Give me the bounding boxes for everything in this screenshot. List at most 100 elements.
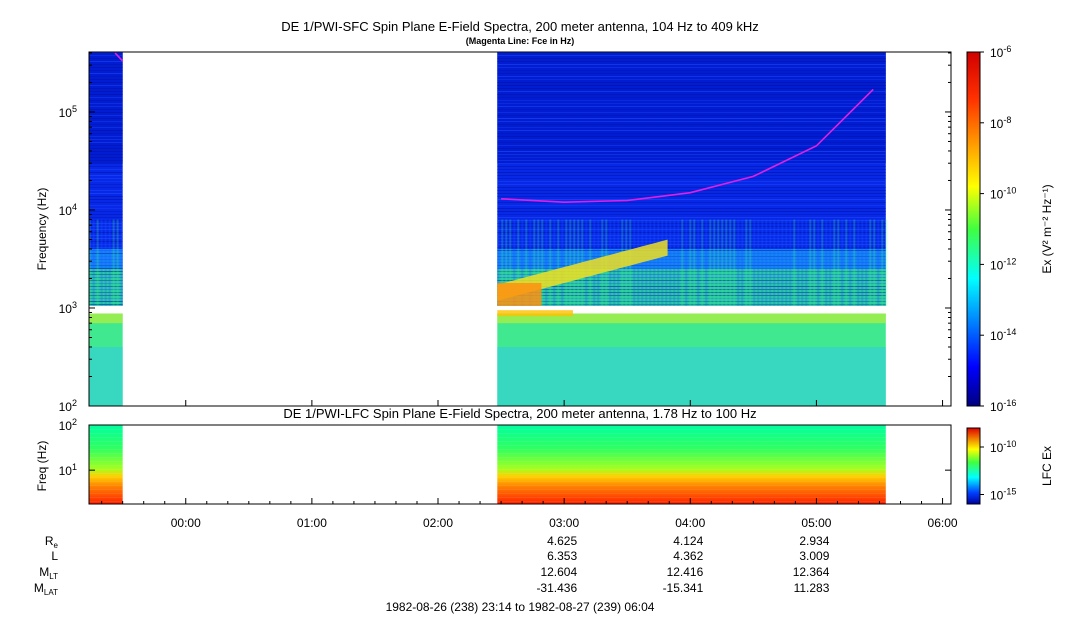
lfc-streak xyxy=(89,489,123,490)
sfc-column xyxy=(669,219,672,306)
sfc-column xyxy=(513,219,516,306)
sfc-streak xyxy=(497,106,886,107)
sfc-streak xyxy=(89,55,123,56)
lfc-colorbar-tick-label: 10-15 xyxy=(990,487,1016,503)
sfc-streak xyxy=(497,115,886,116)
sfc-streak xyxy=(89,196,123,197)
lfc-streak xyxy=(497,501,886,502)
ephemeris-value: 4.124 xyxy=(673,534,703,548)
lfc-streak xyxy=(497,481,886,482)
sfc-streak xyxy=(89,199,123,200)
sfc-column xyxy=(677,219,680,306)
lfc-streak xyxy=(89,445,123,446)
sfc-streak xyxy=(89,175,123,176)
sfc-y-tick-label: 105 xyxy=(59,104,77,120)
sfc-streak xyxy=(497,250,886,251)
sfc-streak xyxy=(89,109,123,110)
sfc-streak xyxy=(497,136,886,137)
sfc-streak xyxy=(89,154,123,155)
sfc-streak xyxy=(89,241,123,242)
lfc-streak xyxy=(497,489,886,490)
sfc-streak xyxy=(89,88,123,89)
lfc-data-block xyxy=(89,425,123,504)
lfc-streak xyxy=(89,485,123,486)
sfc-column xyxy=(553,219,556,306)
sfc-column xyxy=(673,219,676,306)
sfc-streak xyxy=(497,271,886,272)
sfc-column xyxy=(725,219,728,306)
sfc-streak xyxy=(89,130,123,131)
sfc-streak xyxy=(497,109,886,110)
sfc-streak xyxy=(497,280,886,281)
sfc-streak xyxy=(89,214,123,215)
sfc-streak xyxy=(497,289,886,290)
sfc-colorbar-label: Ex (V² m⁻² Hz⁻¹) xyxy=(1040,184,1054,273)
lfc-streak xyxy=(89,477,123,478)
sfc-column xyxy=(112,219,115,306)
sfc-streak xyxy=(497,97,886,98)
sfc-streak xyxy=(89,148,123,149)
sfc-column xyxy=(577,219,580,306)
lfc-streak xyxy=(89,441,123,442)
sfc-column xyxy=(505,219,508,306)
sfc-column xyxy=(757,219,760,306)
sfc-streak xyxy=(89,79,123,80)
sfc-column xyxy=(881,219,884,306)
sfc-streak xyxy=(497,259,886,260)
sfc-streak xyxy=(89,85,123,86)
time-tick-label: 03:00 xyxy=(549,516,579,530)
sfc-streak xyxy=(497,277,886,278)
ephemeris-value: 2.934 xyxy=(799,534,829,548)
sfc-streak xyxy=(497,172,886,173)
sfc-colorbar-gradient xyxy=(967,52,980,406)
lfc-streak xyxy=(497,453,886,454)
ephemeris-row-label: L xyxy=(51,549,58,563)
sfc-streak xyxy=(497,187,886,188)
lfc-streak xyxy=(497,477,886,478)
sfc-streak xyxy=(89,178,123,179)
sfc-column xyxy=(108,219,111,306)
sfc-streak xyxy=(497,229,886,230)
sfc-streak xyxy=(497,118,886,119)
sfc-streak xyxy=(497,295,886,296)
sfc-streak xyxy=(497,247,886,248)
sfc-streak xyxy=(89,97,123,98)
sfc-column xyxy=(697,219,700,306)
time-tick-label: 02:00 xyxy=(423,516,453,530)
sfc-streak xyxy=(89,145,123,146)
ephemeris-value: 4.362 xyxy=(673,549,703,563)
sfc-column xyxy=(557,219,560,306)
sfc-streak xyxy=(89,121,123,122)
sfc-column xyxy=(545,219,548,306)
sfc-column xyxy=(681,219,684,306)
sfc-lower-intense xyxy=(497,310,573,317)
lfc-colorbar-label: LFC Ex xyxy=(1040,446,1054,486)
sfc-streak xyxy=(497,274,886,275)
sfc-streak xyxy=(89,91,123,92)
sfc-streak xyxy=(89,82,123,83)
sfc-lower-cyan xyxy=(497,346,886,406)
lfc-y-tick-label: 102 xyxy=(59,417,77,433)
sfc-streak xyxy=(497,178,886,179)
sfc-column xyxy=(641,219,644,306)
sfc-column xyxy=(733,219,736,306)
sfc-streak xyxy=(497,169,886,170)
time-tick-label: 01:00 xyxy=(297,516,327,530)
lfc-title: DE 1/PWI-LFC Spin Plane E-Field Spectra,… xyxy=(283,406,756,421)
lfc-plot-area: 101 102 xyxy=(59,417,952,505)
sfc-streak xyxy=(89,205,123,206)
sfc-streak xyxy=(89,58,123,59)
sfc-streak xyxy=(89,277,123,278)
sfc-streak xyxy=(89,289,123,290)
sfc-column xyxy=(741,219,744,306)
sfc-streak xyxy=(89,166,123,167)
sfc-column xyxy=(805,219,808,306)
ephemeris-row-label: MLT xyxy=(39,565,58,581)
lfc-colorbar-frame xyxy=(966,427,981,505)
sfc-streak xyxy=(497,208,886,209)
ephemeris-value: -31.436 xyxy=(536,581,577,595)
lfc-data-block xyxy=(497,425,886,504)
sfc-column xyxy=(809,219,812,306)
sfc-streak xyxy=(89,151,123,152)
sfc-streak xyxy=(89,292,123,293)
